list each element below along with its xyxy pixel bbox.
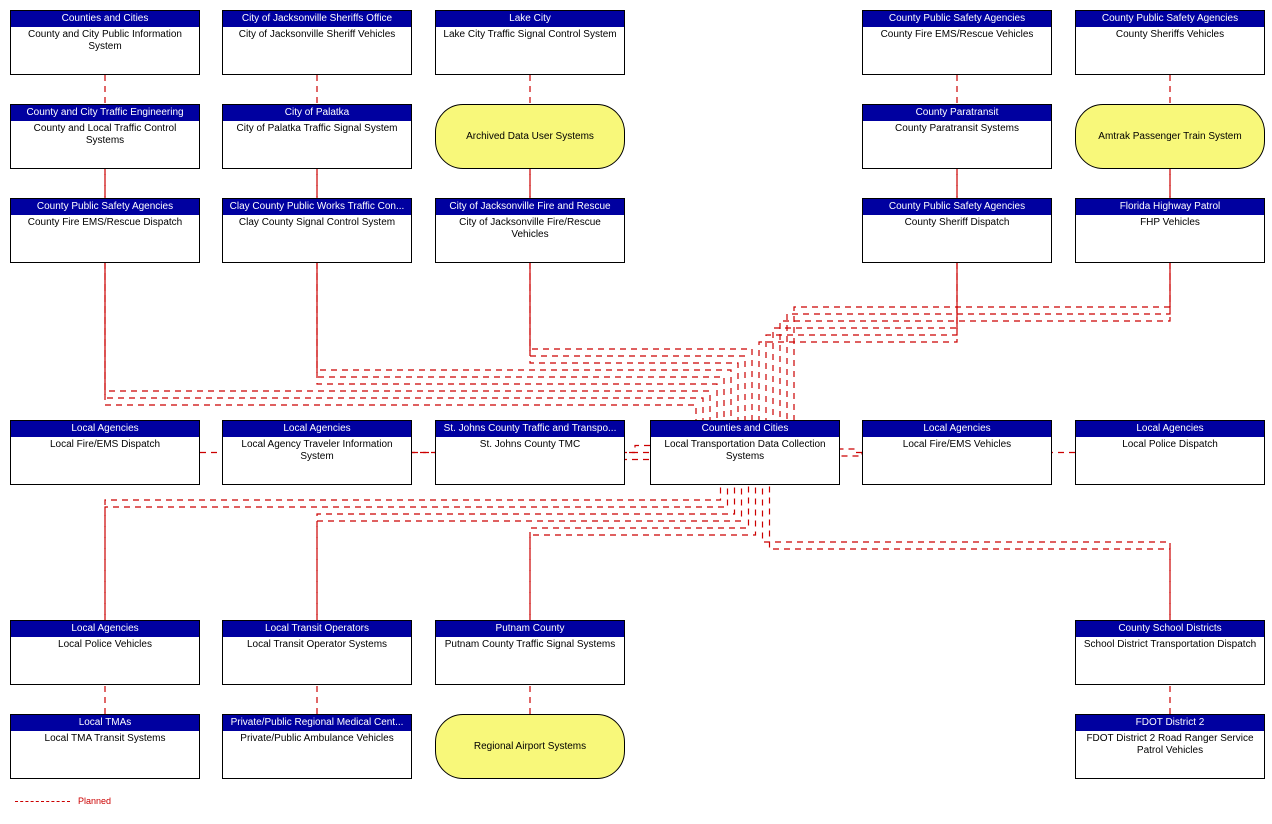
node-header: Local Agencies — [11, 621, 199, 637]
node-header: County and City Traffic Engineering — [11, 105, 199, 121]
node-n2: City of Jacksonville Sheriffs OfficeCity… — [222, 10, 412, 75]
node-body: County and Local Traffic Control Systems — [11, 121, 199, 168]
node-body: Local Transit Operator Systems — [223, 637, 411, 684]
node-body: Local Agency Traveler Information System — [223, 437, 411, 484]
node-n8: County ParatransitCounty Paratransit Sys… — [862, 104, 1052, 169]
legend-label: Planned — [78, 796, 111, 806]
node-header: St. Johns County Traffic and Transpo... — [436, 421, 624, 437]
node-header: City of Jacksonville Fire and Rescue — [436, 199, 624, 215]
node-header: Clay County Public Works Traffic Con... — [223, 199, 411, 215]
node-header: County School Districts — [1076, 621, 1264, 637]
node-body: Regional Airport Systems — [436, 739, 624, 755]
node-body: County and City Public Information Syste… — [11, 27, 199, 74]
node-body: Local Police Dispatch — [1076, 437, 1264, 484]
node-header: Local Transit Operators — [223, 621, 411, 637]
node-body: Amtrak Passenger Train System — [1076, 129, 1264, 145]
node-y2: Amtrak Passenger Train System — [1075, 104, 1265, 169]
node-n23: Local TMAsLocal TMA Transit Systems — [10, 714, 200, 779]
node-n15: Local AgenciesLocal Agency Traveler Info… — [222, 420, 412, 485]
node-body: County Sheriffs Vehicles — [1076, 27, 1264, 74]
node-body: Local Fire/EMS Vehicles — [863, 437, 1051, 484]
node-header: Local Agencies — [863, 421, 1051, 437]
node-header: County Public Safety Agencies — [11, 199, 199, 215]
node-n9: County Public Safety AgenciesCounty Fire… — [10, 198, 200, 263]
node-header: County Public Safety Agencies — [863, 11, 1051, 27]
node-body: Local Fire/EMS Dispatch — [11, 437, 199, 484]
node-n4: County Public Safety AgenciesCounty Fire… — [862, 10, 1052, 75]
node-body: Local TMA Transit Systems — [11, 731, 199, 778]
legend: Planned — [15, 796, 111, 806]
node-body: County Paratransit Systems — [863, 121, 1051, 168]
node-n14: Local AgenciesLocal Fire/EMS Dispatch — [10, 420, 200, 485]
node-n7: City of PalatkaCity of Palatka Traffic S… — [222, 104, 412, 169]
node-n16: St. Johns County Traffic and Transpo...S… — [435, 420, 625, 485]
node-n19: Local AgenciesLocal Police Vehicles — [10, 620, 200, 685]
node-body: St. Johns County TMC — [436, 437, 624, 484]
node-body: Clay County Signal Control System — [223, 215, 411, 262]
node-body: Putnam County Traffic Signal Systems — [436, 637, 624, 684]
node-body: City of Jacksonville Sheriff Vehicles — [223, 27, 411, 74]
node-body: County Fire EMS/Rescue Dispatch — [11, 215, 199, 262]
node-n17: Local AgenciesLocal Fire/EMS Vehicles — [862, 420, 1052, 485]
node-n21: Putnam CountyPutnam County Traffic Signa… — [435, 620, 625, 685]
node-n3: Lake CityLake City Traffic Signal Contro… — [435, 10, 625, 75]
node-header: City of Palatka — [223, 105, 411, 121]
node-body: Private/Public Ambulance Vehicles — [223, 731, 411, 778]
node-body: FDOT District 2 Road Ranger Service Patr… — [1076, 731, 1264, 778]
node-header: County Paratransit — [863, 105, 1051, 121]
node-header: Counties and Cities — [651, 421, 839, 437]
node-header: Florida Highway Patrol — [1076, 199, 1264, 215]
node-body: County Fire EMS/Rescue Vehicles — [863, 27, 1051, 74]
node-body: Lake City Traffic Signal Control System — [436, 27, 624, 74]
node-n6: County and City Traffic EngineeringCount… — [10, 104, 200, 169]
node-n12: County Public Safety AgenciesCounty Sher… — [862, 198, 1052, 263]
node-header: County Public Safety Agencies — [863, 199, 1051, 215]
node-y1: Archived Data User Systems — [435, 104, 625, 169]
node-n11: City of Jacksonville Fire and RescueCity… — [435, 198, 625, 263]
node-n24: Private/Public Regional Medical Cent...P… — [222, 714, 412, 779]
node-header: Putnam County — [436, 621, 624, 637]
node-header: FDOT District 2 — [1076, 715, 1264, 731]
node-header: County Public Safety Agencies — [1076, 11, 1264, 27]
node-header: Private/Public Regional Medical Cent... — [223, 715, 411, 731]
node-central: Counties and CitiesLocal Transportation … — [650, 420, 840, 485]
node-body: Local Transportation Data Collection Sys… — [651, 437, 839, 484]
node-n5: County Public Safety AgenciesCounty Sher… — [1075, 10, 1265, 75]
node-n25: FDOT District 2FDOT District 2 Road Rang… — [1075, 714, 1265, 779]
node-n1: Counties and CitiesCounty and City Publi… — [10, 10, 200, 75]
node-body: Local Police Vehicles — [11, 637, 199, 684]
node-body: FHP Vehicles — [1076, 215, 1264, 262]
node-n20: Local Transit OperatorsLocal Transit Ope… — [222, 620, 412, 685]
node-n18: Local AgenciesLocal Police Dispatch — [1075, 420, 1265, 485]
node-header: Local Agencies — [11, 421, 199, 437]
node-body: City of Palatka Traffic Signal System — [223, 121, 411, 168]
node-body: School District Transportation Dispatch — [1076, 637, 1264, 684]
legend-line — [15, 801, 70, 802]
node-y3: Regional Airport Systems — [435, 714, 625, 779]
node-header: Local TMAs — [11, 715, 199, 731]
node-header: Counties and Cities — [11, 11, 199, 27]
node-body: City of Jacksonville Fire/Rescue Vehicle… — [436, 215, 624, 262]
node-body: County Sheriff Dispatch — [863, 215, 1051, 262]
node-header: Lake City — [436, 11, 624, 27]
node-header: City of Jacksonville Sheriffs Office — [223, 11, 411, 27]
node-n13: Florida Highway PatrolFHP Vehicles — [1075, 198, 1265, 263]
node-n22: County School DistrictsSchool District T… — [1075, 620, 1265, 685]
node-header: Local Agencies — [223, 421, 411, 437]
node-body: Archived Data User Systems — [436, 129, 624, 145]
node-header: Local Agencies — [1076, 421, 1264, 437]
node-n10: Clay County Public Works Traffic Con...C… — [222, 198, 412, 263]
